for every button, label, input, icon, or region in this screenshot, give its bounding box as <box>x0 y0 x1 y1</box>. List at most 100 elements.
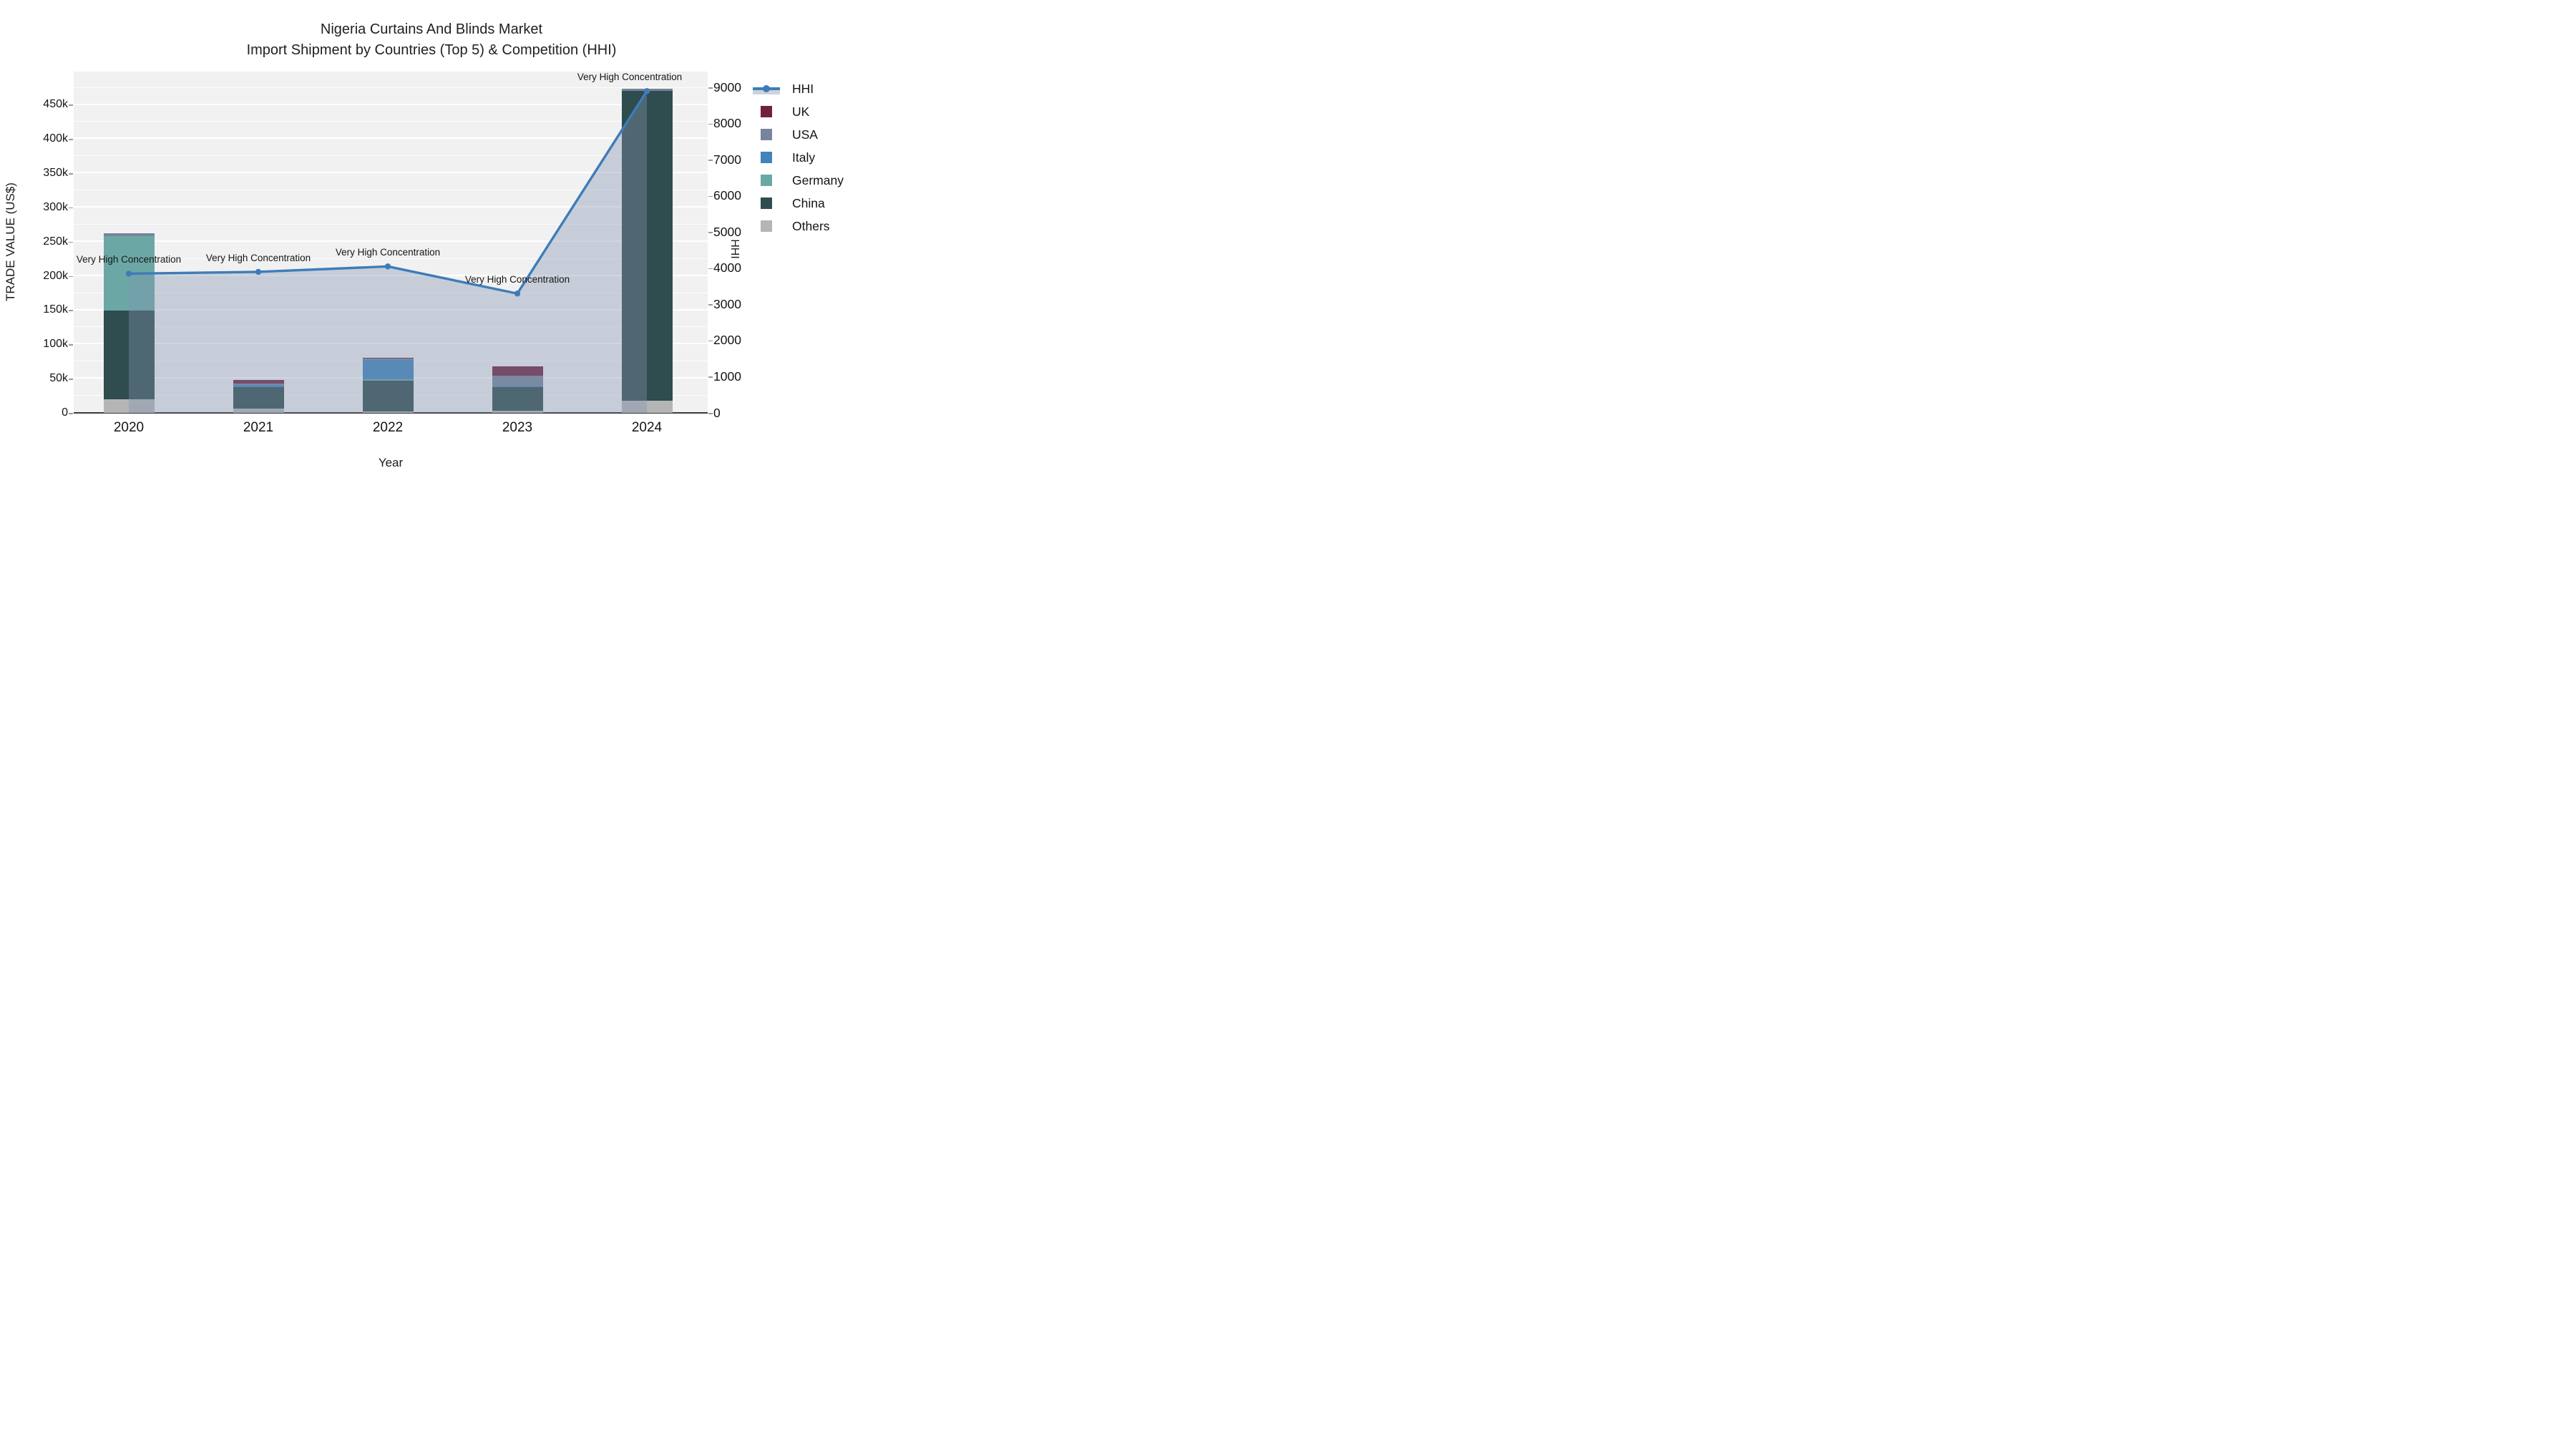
right-tick-label: 4000 <box>713 260 741 275</box>
chart-title: Nigeria Curtains And Blinds Market Impor… <box>2 19 859 61</box>
legend-label: Germany <box>792 172 844 187</box>
annotation-2022: Very High Concentration <box>335 247 441 258</box>
legend-item-usa[interactable]: USA <box>753 123 844 146</box>
right-tick-mark <box>708 123 713 125</box>
right-tick-mark <box>708 376 713 378</box>
bar-segment-china-2022 <box>362 380 414 411</box>
bar-segment-china-2024 <box>621 91 673 401</box>
legend-color-swatch <box>761 106 772 117</box>
right-tick-mark <box>708 160 713 161</box>
legend-item-china[interactable]: China <box>753 192 844 215</box>
annotation-2021: Very High Concentration <box>205 252 311 263</box>
gridline <box>74 240 708 242</box>
left-tick-mark <box>69 139 73 140</box>
plot-area: Very High Concentration Very High Concent… <box>74 72 708 414</box>
annotation-2023: Very High Concentration <box>464 274 570 286</box>
bar-segment-usa-2022 <box>362 358 414 361</box>
left-axis-title: TRADE VALUE (US$) <box>4 182 17 301</box>
left-tick-mark <box>69 173 73 175</box>
hhi-point-2022 <box>384 263 391 270</box>
legend-label: Others <box>792 218 830 233</box>
chart-figure: Nigeria Curtains And Blinds Market Impor… <box>0 0 859 483</box>
bar-segment-italy-2023 <box>492 386 543 387</box>
right-tick-mark <box>708 195 713 197</box>
annotation-2020: Very High Concentration <box>76 254 182 265</box>
bar-segment-others-2023 <box>492 411 543 413</box>
left-tick-label: 200k <box>43 269 68 282</box>
bar-segment-usa-2023 <box>492 375 543 386</box>
x-tick-label-2020: 2020 <box>113 420 145 435</box>
right-tick-mark <box>708 268 713 270</box>
right-tick-label: 1000 <box>713 369 741 384</box>
gridline <box>74 103 708 105</box>
legend-label: UK <box>792 104 810 119</box>
annotation-2024: Very High Concentration <box>577 72 683 83</box>
left-tick-label: 350k <box>43 167 68 180</box>
x-tick-label-2022: 2022 <box>372 420 404 435</box>
legend-item-uk[interactable]: UK <box>753 100 844 123</box>
gridline <box>74 155 708 157</box>
right-tick-mark <box>708 340 713 342</box>
left-tick-mark <box>69 275 73 278</box>
right-tick-label: 2000 <box>713 333 741 348</box>
right-tick-label: 3000 <box>713 296 741 311</box>
bar-segment-uk-2023 <box>492 366 543 376</box>
legend: HHI UK USA Italy Germany China Others <box>753 77 844 238</box>
left-tick-mark <box>69 310 73 311</box>
legend-item-others[interactable]: Others <box>753 215 844 238</box>
right-tick-mark <box>708 304 713 306</box>
bar-segment-usa-2020 <box>103 233 155 237</box>
legend-item-hhi[interactable]: HHI <box>753 77 844 100</box>
left-tick-mark <box>69 207 73 209</box>
legend-swatch-china <box>753 197 780 209</box>
left-tick-label: 400k <box>43 132 68 145</box>
gridline <box>74 326 708 328</box>
right-tick-label: 7000 <box>713 152 741 167</box>
legend-swatch-uk <box>753 106 780 117</box>
legend-color-swatch <box>761 129 772 140</box>
bar-segment-china-2021 <box>233 387 284 409</box>
right-tick-mark <box>708 232 713 233</box>
legend-line-glyph <box>753 83 780 94</box>
right-tick-label: 0 <box>713 405 721 420</box>
bar-segment-italy-2021 <box>233 384 284 388</box>
left-tick-label: 450k <box>43 98 68 111</box>
bar-segment-germany-2020 <box>103 236 155 311</box>
bar-segment-china-2020 <box>103 310 155 399</box>
right-tick-label: 8000 <box>713 116 741 131</box>
legend-color-swatch <box>761 197 772 209</box>
left-tick-label: 100k <box>43 338 68 351</box>
left-tick-mark <box>69 241 73 243</box>
left-tick-mark <box>69 344 73 346</box>
right-tick-label: 6000 <box>713 188 741 203</box>
left-tick-label: 0 <box>62 406 68 419</box>
x-axis-title: Year <box>378 456 404 469</box>
bar-segment-others-2021 <box>233 408 284 413</box>
x-tick-label-2024: 2024 <box>631 420 663 435</box>
legend-swatch-germany <box>753 175 780 186</box>
right-tick-mark <box>708 413 713 414</box>
hhi-point-2023 <box>514 291 521 297</box>
gridline <box>74 223 708 225</box>
left-tick-label: 250k <box>43 235 68 248</box>
legend-color-swatch <box>761 152 772 163</box>
bar-segment-others-2024 <box>621 400 673 413</box>
right-axis-title: HHI <box>728 239 741 259</box>
legend-item-germany[interactable]: Germany <box>753 169 844 192</box>
left-tick-label: 150k <box>43 303 68 316</box>
legend-label: China <box>792 195 825 210</box>
gridline <box>74 343 708 345</box>
legend-color-swatch <box>761 175 772 186</box>
x-tick-label-2023: 2023 <box>502 420 533 435</box>
legend-item-italy[interactable]: Italy <box>753 146 844 169</box>
legend-color-swatch <box>761 220 772 232</box>
chart-title-line2: Import Shipment by Countries (Top 5) & C… <box>246 42 617 58</box>
legend-marker-dot <box>763 84 770 92</box>
x-tick-label-2021: 2021 <box>243 420 274 435</box>
right-tick-mark <box>708 87 713 89</box>
gridline <box>74 206 708 208</box>
right-tick-label: 9000 <box>713 79 741 94</box>
left-tick-mark <box>69 413 73 414</box>
left-tick-mark <box>69 104 73 106</box>
gridline <box>74 274 708 276</box>
